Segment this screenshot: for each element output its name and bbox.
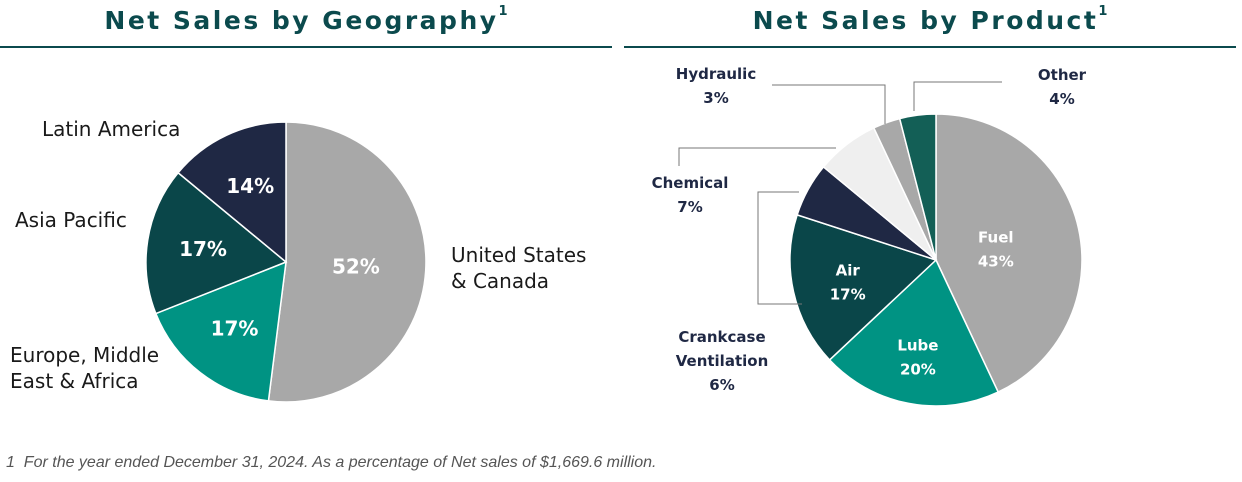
- product-chart-panel: Net Sales by Product1 Fuel 43% Lube 20% Air 1…: [624, 0, 1236, 440]
- leader-line-other: [913, 81, 1002, 111]
- data-label-other: 4%: [1049, 90, 1074, 108]
- geography-chart-title: Net Sales by Geography1: [0, 4, 612, 35]
- footnote: 1 For the year ended December 31, 2024. …: [6, 454, 656, 472]
- pie-slice-air: [789, 213, 938, 362]
- data-label-air: 17%: [830, 286, 866, 304]
- pie-slice-united-states-canada: [267, 121, 427, 403]
- geography-title-text: Net Sales by Geography: [104, 6, 499, 35]
- data-label-crankcase-ventilation: 6%: [709, 376, 734, 394]
- category-label-crankcase-ventilation: Crankcase: [678, 328, 765, 346]
- geography-title-footnote-marker: 1: [498, 4, 508, 19]
- data-label-chemical: 7%: [677, 198, 702, 216]
- category-label-hydraulic: Hydraulic: [676, 65, 756, 83]
- category-label-air: Air: [836, 262, 861, 280]
- category-label-crankcase-ventilation: Ventilation: [676, 352, 769, 370]
- geography-pie-chart: 52% United States& Canada 17% Europe, Middl…: [10, 117, 586, 403]
- footnote-marker: 1: [6, 454, 15, 471]
- category-label-lube: Lube: [897, 337, 938, 355]
- category-label-united-states-canada: United States: [451, 243, 586, 267]
- data-label-lube: 20%: [900, 361, 936, 379]
- product-title-footnote-marker: 1: [1098, 4, 1108, 19]
- geography-chart-panel: Net Sales by Geography1 52% United States…: [0, 0, 612, 440]
- leader-line-chemical: [678, 147, 836, 166]
- category-label-chemical: Chemical: [652, 174, 729, 192]
- pie-slice-lube: [828, 258, 1000, 407]
- pie-slice-other: [898, 113, 937, 261]
- product-pie-chart: Fuel 43% Lube 20% Air 17% Crankcase Ventilation…: [652, 65, 1087, 407]
- pie-slice-asia-pacific: [145, 171, 288, 315]
- data-label-united-states-canada: 52%: [332, 254, 380, 278]
- data-label-fuel: 43%: [978, 253, 1014, 271]
- product-title-rule: [624, 46, 1236, 48]
- category-label-asia-pacific: Asia Pacific: [15, 208, 127, 232]
- pie-slice-fuel: [935, 113, 1083, 394]
- data-label-europe-middle-east-africa: 17%: [211, 316, 259, 340]
- category-label-europe-middle-east-africa: East & Africa: [10, 369, 139, 393]
- geography-title-rule: [0, 46, 612, 48]
- category-label-other: Other: [1038, 66, 1087, 84]
- category-label-fuel: Fuel: [978, 229, 1014, 247]
- leader-line-crankcase-ventilation: [757, 191, 802, 305]
- product-title-text: Net Sales by Product: [752, 6, 1099, 35]
- pie-slice-latin-america: [177, 121, 287, 264]
- pie-slice-europe-middle-east-africa: [154, 260, 287, 402]
- category-label-united-states-canada: & Canada: [451, 269, 549, 293]
- data-label-latin-america: 14%: [226, 174, 274, 198]
- category-label-latin-america: Latin America: [42, 117, 180, 141]
- product-chart-title: Net Sales by Product1: [624, 4, 1236, 35]
- data-label-asia-pacific: 17%: [179, 237, 227, 261]
- category-label-europe-middle-east-africa: Europe, Middle: [10, 343, 159, 367]
- data-label-hydraulic: 3%: [703, 89, 728, 107]
- footnote-text: For the year ended December 31, 2024. As…: [23, 454, 657, 471]
- leader-line-hydraulic: [772, 84, 886, 124]
